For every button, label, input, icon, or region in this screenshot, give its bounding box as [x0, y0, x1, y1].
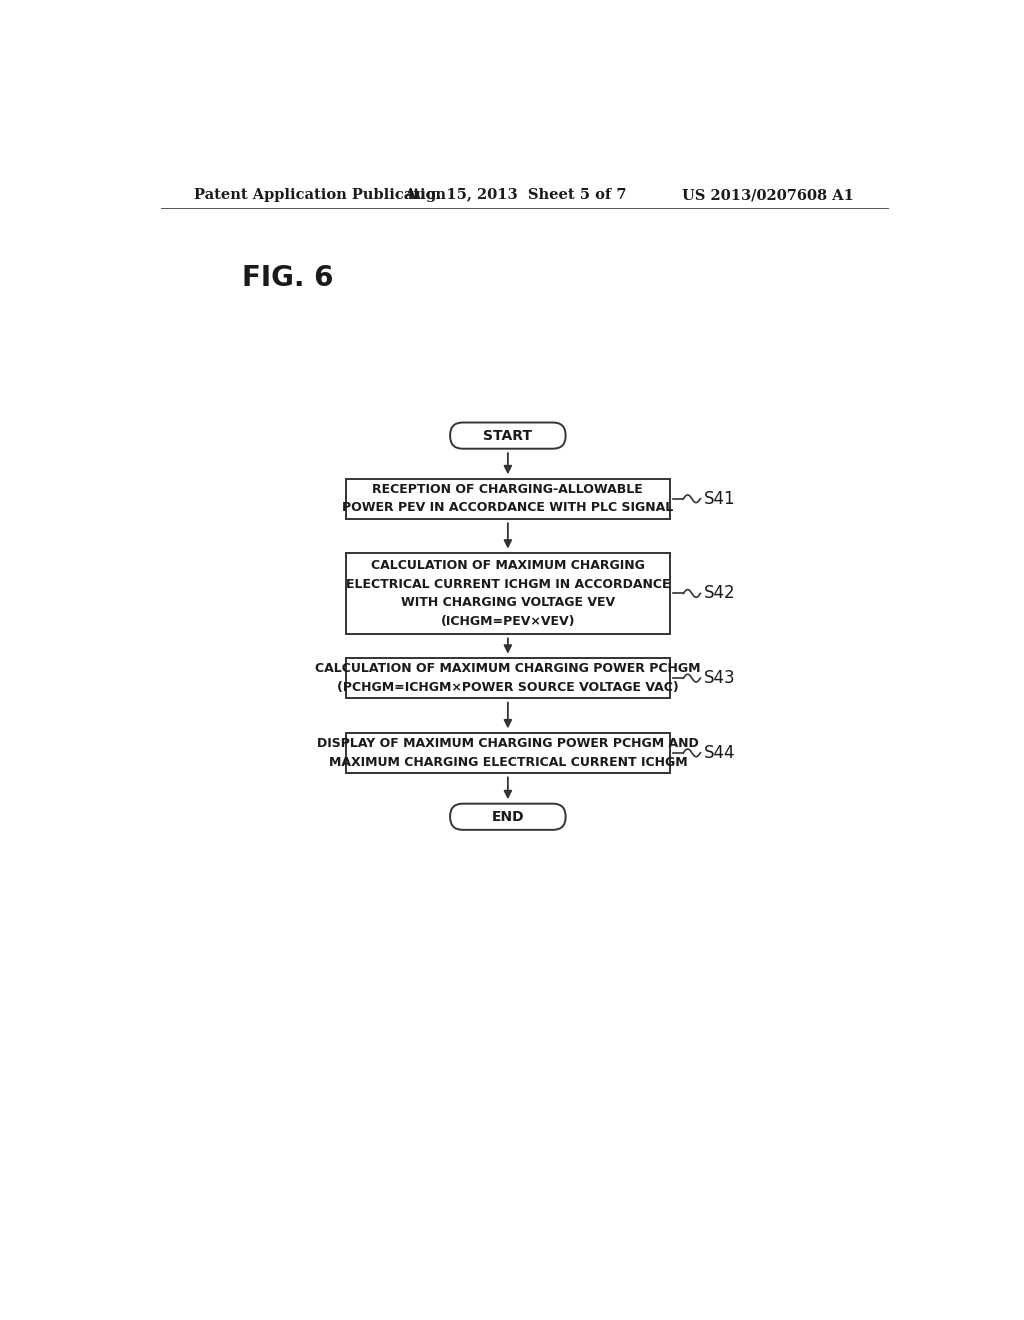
Text: S42: S42 [703, 585, 735, 602]
Text: S44: S44 [703, 744, 735, 762]
FancyBboxPatch shape [451, 804, 565, 830]
Text: DISPLAY OF MAXIMUM CHARGING POWER PCHGM AND
MAXIMUM CHARGING ELECTRICAL CURRENT : DISPLAY OF MAXIMUM CHARGING POWER PCHGM … [317, 737, 698, 768]
Text: S43: S43 [703, 669, 735, 688]
Bar [346, 479, 670, 519]
Text: US 2013/0207608 A1: US 2013/0207608 A1 [682, 189, 854, 202]
Text: Patent Application Publication: Patent Application Publication [194, 189, 445, 202]
Text: S41: S41 [703, 490, 735, 508]
Bar [346, 659, 670, 698]
Text: RECEPTION OF CHARGING-ALLOWABLE
POWER PEV IN ACCORDANCE WITH PLC SIGNAL: RECEPTION OF CHARGING-ALLOWABLE POWER PE… [342, 483, 674, 515]
Text: FIG. 6: FIG. 6 [243, 264, 334, 292]
Text: END: END [492, 809, 524, 824]
Text: CALCULATION OF MAXIMUM CHARGING POWER PCHGM
(PCHGM=ICHGM×POWER SOURCE VOLTAGE VA: CALCULATION OF MAXIMUM CHARGING POWER PC… [315, 663, 700, 694]
Text: Aug. 15, 2013  Sheet 5 of 7: Aug. 15, 2013 Sheet 5 of 7 [404, 189, 627, 202]
Text: CALCULATION OF MAXIMUM CHARGING
ELECTRICAL CURRENT ICHGM IN ACCORDANCE
WITH CHAR: CALCULATION OF MAXIMUM CHARGING ELECTRIC… [346, 560, 670, 628]
Bar [346, 553, 670, 634]
Bar [346, 733, 670, 774]
Text: START: START [483, 429, 532, 442]
FancyBboxPatch shape [451, 422, 565, 449]
